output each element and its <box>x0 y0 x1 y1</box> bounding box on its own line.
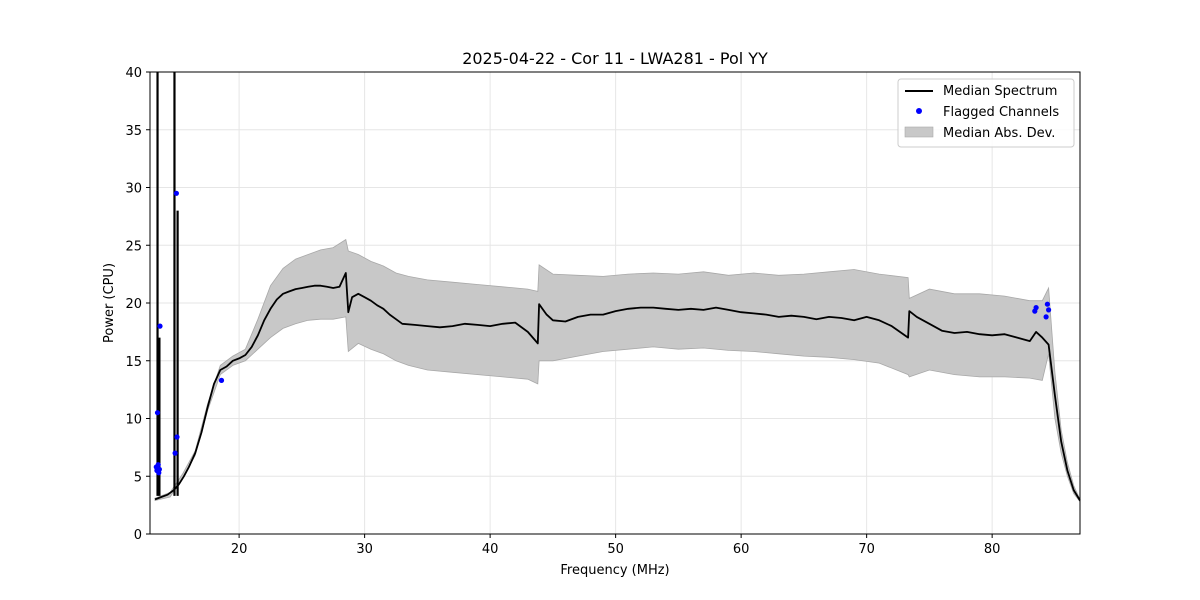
x-tick-label: 60 <box>733 542 750 557</box>
y-tick-label: 40 <box>125 66 142 81</box>
flagged-channels-group <box>153 190 1052 476</box>
flagged-channel-point <box>1033 305 1039 311</box>
legend-entry-median-spectrum: Median Spectrum <box>943 84 1057 99</box>
legend-box <box>897 78 1075 148</box>
y-tick-label: 5 <box>134 470 142 485</box>
flagged-channel-point <box>173 190 179 196</box>
flagged-channel-point <box>156 466 162 472</box>
legend-patch-swatch <box>904 126 934 138</box>
y-tick-label: 20 <box>125 297 142 312</box>
flagged-channel-point <box>218 377 225 383</box>
flagged-channel-point <box>155 462 161 468</box>
y-tick-label: 35 <box>125 124 142 139</box>
flagged-channel-point <box>174 434 180 440</box>
flagged-channel-point <box>1044 301 1050 307</box>
flagged-channel-point <box>1043 314 1049 320</box>
x-axis-label: Frequency (MHz) <box>560 563 669 578</box>
chart-title: 2025-04-22 - Cor 11 - LWA281 - Pol YY <box>462 49 768 68</box>
legend-entry-mad: Median Abs. Dev. <box>943 126 1055 141</box>
y-tick-label: 25 <box>125 239 142 254</box>
flagged-channel-point <box>157 323 163 329</box>
y-tick-label: 10 <box>125 413 142 428</box>
x-axis-ticks: 20 30 40 50 60 70 80 <box>231 534 1001 557</box>
x-tick-label: 80 <box>984 542 1001 557</box>
y-axis-label: Power (CPU) <box>102 263 117 343</box>
y-tick-label: 0 <box>134 528 142 543</box>
x-tick-label: 70 <box>858 542 875 557</box>
x-tick-label: 30 <box>356 542 373 557</box>
legend: Median Spectrum Flagged Channels Median … <box>897 78 1075 148</box>
legend-entry-flagged-channels: Flagged Channels <box>943 105 1059 120</box>
legend-marker-swatch <box>916 108 922 114</box>
flagged-channel-point <box>172 450 178 456</box>
x-tick-label: 40 <box>482 542 499 557</box>
median-spectrum-line <box>154 272 1081 501</box>
x-tick-label: 20 <box>231 542 248 557</box>
y-axis-ticks: 0 5 10 15 20 25 30 35 40 <box>125 66 150 543</box>
y-tick-label: 15 <box>125 355 142 370</box>
flagged-channel-point <box>154 410 161 416</box>
flagged-channel-point <box>1046 307 1052 313</box>
y-tick-label: 30 <box>125 182 142 197</box>
x-tick-label: 50 <box>607 542 624 557</box>
